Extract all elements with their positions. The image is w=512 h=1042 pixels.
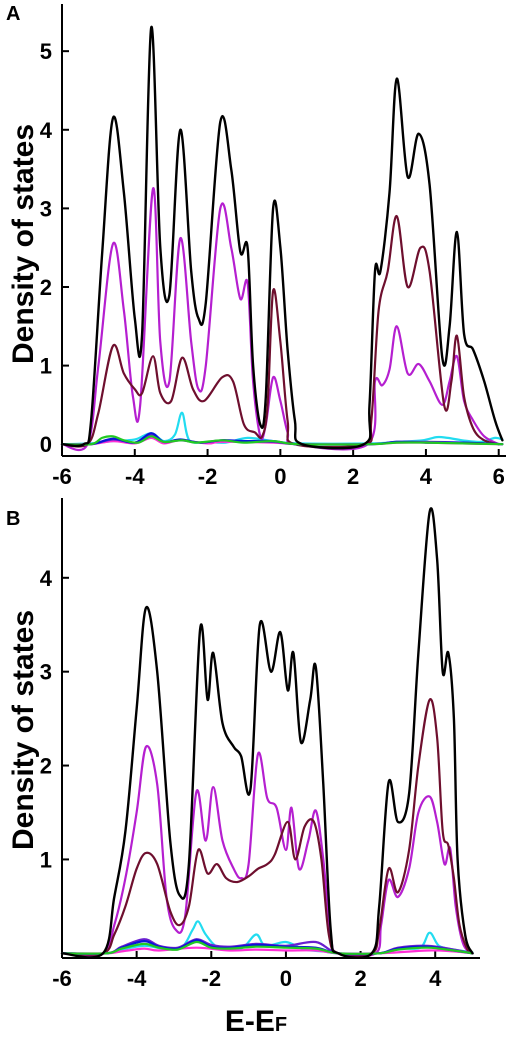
y-tick-label: 0 [40, 432, 52, 457]
y-tick-label: 2 [40, 275, 52, 300]
x-axis-title-main: E-E [225, 1005, 275, 1038]
x-tick-label: -4 [127, 966, 147, 991]
x-tick-label: 4 [429, 966, 442, 991]
series-line-dos [60, 26, 504, 450]
x-tick-label: -6 [52, 464, 72, 489]
x-tick-label: 4 [420, 464, 433, 489]
panel-b-letter: B [6, 508, 20, 530]
panel-a-plot: 0 1 2 3 4 5 -6 -4 -2 0 2 4 6 [40, 4, 506, 489]
series-line-p2p [60, 744, 474, 958]
series-line-ss [60, 411, 504, 446]
x-axis-title-sub: F [275, 1014, 287, 1036]
x-axis-title: E-EF [225, 1005, 287, 1038]
x-tick-label: 2 [354, 966, 366, 991]
x-tick-label: 0 [280, 966, 292, 991]
series-line-nb5d [60, 698, 474, 958]
series-line-nb2s [60, 435, 504, 446]
series-line-nbs [60, 946, 474, 955]
x-tick-label: 6 [493, 464, 505, 489]
y-tick-label: 4 [40, 566, 53, 591]
x-tick-label: -4 [125, 464, 145, 489]
panel-b-ylabel: Density of states [7, 610, 40, 850]
y-tick-label: 2 [40, 754, 52, 779]
x-tick-label: -2 [202, 966, 222, 991]
panel-a-ylabel: Density of states [7, 124, 40, 364]
y-tick-label: 3 [40, 196, 52, 221]
panel-b-plot: 1 2 3 4 -6 -4 -2 0 2 4 [40, 498, 480, 991]
panel-a: A Density of states 0 1 2 3 4 5 -6 -4 -2 0 2 4 6 [6, 3, 506, 489]
x-tick-label: -2 [198, 464, 218, 489]
x-tick-label: 0 [274, 464, 286, 489]
x-tick-label: -6 [52, 966, 72, 991]
y-tick-label: 3 [40, 660, 52, 685]
y-tick-label: 1 [40, 354, 52, 379]
panel-a-letter: A [6, 3, 20, 25]
y-tick-label: 1 [40, 847, 52, 872]
series-line-nb5d [60, 215, 500, 449]
series-line-dos [60, 507, 474, 959]
y-tick-label: 4 [40, 118, 53, 143]
y-tick-label: 5 [40, 39, 52, 64]
x-tick-label: 2 [347, 464, 359, 489]
series-line-nb2s [60, 940, 474, 955]
panel-b: B Density of states 1 2 3 4 -6 -4 -2 0 2 4 [6, 498, 480, 991]
